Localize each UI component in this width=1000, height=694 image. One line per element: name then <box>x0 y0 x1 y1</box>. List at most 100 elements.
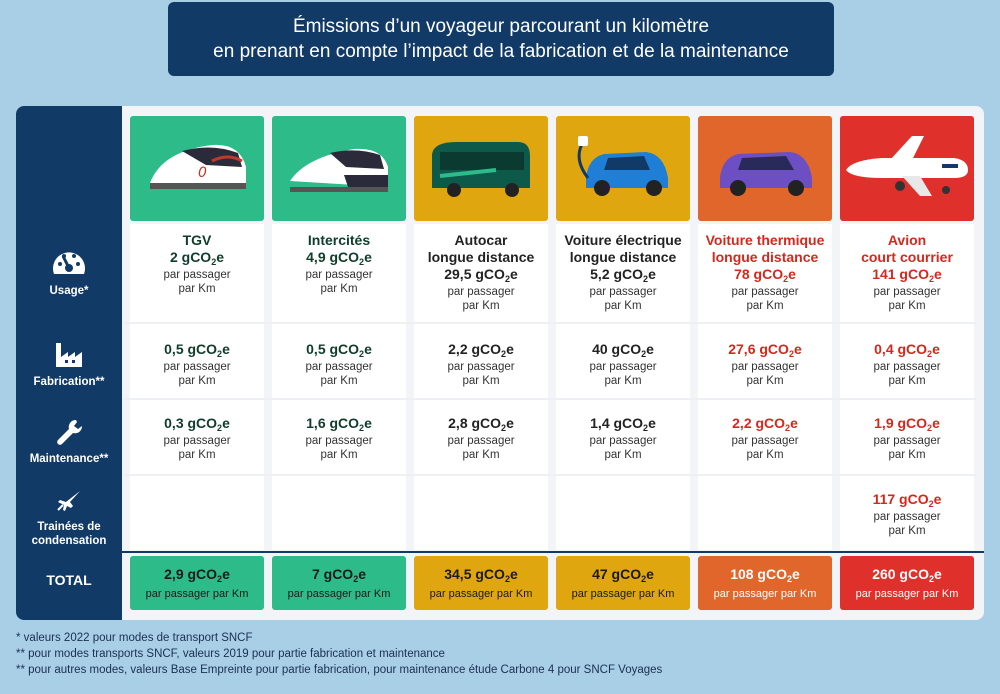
contrail-plane-icon <box>57 491 80 511</box>
fabrication-cell: 0,5 gCO2e par passager par Km <box>272 324 406 398</box>
usage-value: 4,9 gCO2e <box>306 249 372 267</box>
unit-label: par Km <box>746 375 784 387</box>
maintenance-cell: 1,4 gCO2e par passager par Km <box>556 400 690 474</box>
unit-label: par Km <box>888 375 926 387</box>
footnote-1: * valeurs 2022 pour modes de transport S… <box>16 632 253 644</box>
mode-name: longue distance <box>427 249 535 265</box>
mode-image-5 <box>698 116 832 221</box>
unit-label: par passager <box>163 435 231 447</box>
usage-value: 2 gCO2e <box>169 249 225 267</box>
maintenance-value: 0,3 gCO2e <box>164 415 230 433</box>
category-total: TOTAL <box>46 572 92 588</box>
total-value: 34,5 gCO2e <box>444 566 518 584</box>
maintenance-value: 1,9 gCO2e <box>874 415 940 433</box>
trainees-cell <box>414 476 548 550</box>
unit-label: par passager <box>589 361 657 373</box>
mode-name: longue distance <box>569 249 677 265</box>
total-unit-label: par passager par Km <box>855 588 959 600</box>
unit-label: par Km <box>746 300 784 312</box>
intercites-train-icon <box>284 131 394 206</box>
mode-name: Voiture thermique <box>705 232 825 248</box>
fabrication-value: 2,2 gCO2e <box>448 341 514 359</box>
fabrication-cell: 0,5 gCO2e par passager par Km <box>130 324 264 398</box>
total-unit-label: par passager par Km <box>287 588 391 600</box>
unit-label: par Km <box>462 300 500 312</box>
unit-label: par passager <box>873 511 941 523</box>
fabrication-value: 0,5 gCO2e <box>306 341 372 359</box>
fabrication-value: 40 gCO2e <box>592 341 654 359</box>
unit-label: par passager <box>305 361 373 373</box>
unit-label: par passager <box>589 435 657 447</box>
unit-label: par Km <box>178 375 216 387</box>
category-trainees: Trainées de condensation <box>16 488 122 548</box>
total-value: 2,9 gCO2e <box>164 566 230 584</box>
unit-label: par passager <box>873 435 941 447</box>
unit-label: par passager <box>305 435 373 447</box>
usage-cell: Avion court courrier 141 gCO2e par passager… <box>840 224 974 322</box>
total-cell: 260 gCO2e par passager par Km <box>840 556 974 610</box>
unit-label: par Km <box>320 283 358 295</box>
svg-text:0: 0 <box>198 165 207 181</box>
title-box: Émissions d’un voyageur parcourant un ki… <box>168 2 834 76</box>
gauge-icon <box>53 252 85 274</box>
trainees-value: 117 gCO2e <box>872 491 942 509</box>
trainees-cell <box>272 476 406 550</box>
unit-label: par passager <box>163 361 231 373</box>
row-separator <box>122 398 976 400</box>
total-unit-label: par passager par Km <box>571 588 675 600</box>
fabrication-cell: 0,4 gCO2e par passager par Km <box>840 324 974 398</box>
unit-label: par Km <box>320 449 358 461</box>
usage-cell: Intercités 4,9 gCO2e par passager par Km <box>272 224 406 322</box>
row-separator <box>122 322 976 324</box>
maintenance-cell: 2,8 gCO2e par passager par Km <box>414 400 548 474</box>
airplane-icon <box>842 130 972 207</box>
usage-cell: Voiture électrique longue distance 5,2 gCO… <box>556 224 690 322</box>
unit-label: par passager <box>447 435 515 447</box>
tgv-icon: 0 <box>142 131 252 206</box>
fabrication-cell: 27,6 gCO2e par passager par Km <box>698 324 832 398</box>
unit-label: par Km <box>604 449 642 461</box>
total-separator <box>16 551 984 553</box>
trainees-cell: 117 gCO2e par passager par Km <box>840 476 974 550</box>
usage-cell: Voiture thermique longue distance 78 gCO2e… <box>698 224 832 322</box>
mode-image-1: 0 <box>130 116 264 221</box>
title-line-2: en prenant en compte l’impact de la fabr… <box>213 41 789 62</box>
fabrication-value: 27,6 gCO2e <box>728 341 802 359</box>
mode-name: Avion <box>887 232 927 248</box>
coach-bus-icon <box>426 130 536 207</box>
title-line-1: Émissions d’un voyageur parcourant un ki… <box>292 16 710 37</box>
maintenance-cell: 2,2 gCO2e par passager par Km <box>698 400 832 474</box>
maintenance-cell: 0,3 gCO2e par passager par Km <box>130 400 264 474</box>
unit-label: par passager <box>731 435 799 447</box>
usage-cell: Autocar longue distance 29,5 gCO2e par pass… <box>414 224 548 322</box>
category-fabrication: Fabrication** <box>16 341 122 389</box>
trainees-cell <box>698 476 832 550</box>
maintenance-value: 2,2 gCO2e <box>732 415 798 433</box>
mode-image-3 <box>414 116 548 221</box>
trainees-cell <box>556 476 690 550</box>
mode-name: court courrier <box>861 249 953 265</box>
maintenance-value: 1,4 gCO2e <box>590 415 656 433</box>
total-cell: 2,9 gCO2e par passager par Km <box>130 556 264 610</box>
mode-name: Voiture électrique <box>564 232 682 248</box>
electric-car-icon <box>568 130 678 207</box>
usage-value: 5,2 gCO2e <box>590 266 656 284</box>
footnote-2: ** pour modes transports SNCF, valeurs 2… <box>16 648 445 660</box>
total-cell: 47 gCO2e par passager par Km <box>556 556 690 610</box>
total-unit-label: par passager par Km <box>713 588 817 600</box>
mode-image-4 <box>556 116 690 221</box>
wrench-icon <box>57 419 83 445</box>
unit-label: par Km <box>604 300 642 312</box>
total-cell: 34,5 gCO2e par passager par Km <box>414 556 548 610</box>
trainees-cell <box>130 476 264 550</box>
total-unit-label: par passager par Km <box>145 588 249 600</box>
mode-name: Intercités <box>307 232 371 248</box>
unit-label: par passager <box>873 286 941 298</box>
unit-label: par Km <box>888 449 926 461</box>
total-unit-label: par passager par Km <box>429 588 533 600</box>
usage-value: 78 gCO2e <box>734 266 796 284</box>
mode-name: TGV <box>182 232 212 248</box>
factory-icon <box>56 343 82 367</box>
mode-image-6 <box>840 116 974 221</box>
unit-label: par Km <box>888 300 926 312</box>
